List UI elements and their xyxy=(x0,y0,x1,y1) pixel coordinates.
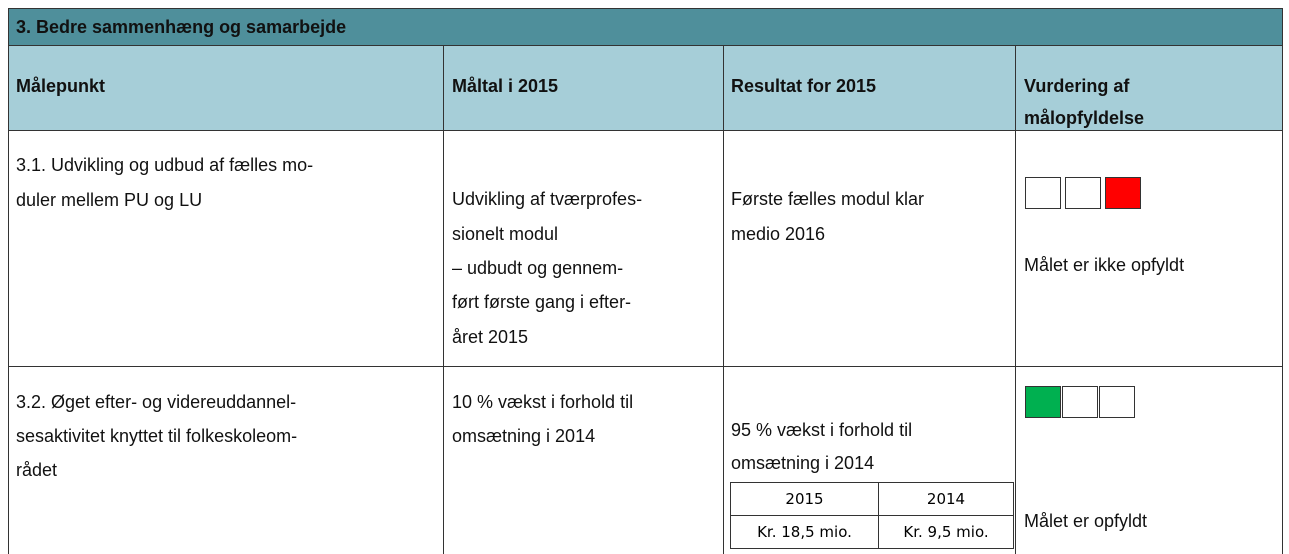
indicator-box xyxy=(1025,177,1061,209)
cell-line: sesaktivitet knyttet til folkeskoleom- xyxy=(16,426,298,446)
cell-line: Første fælles modul klar xyxy=(731,189,925,209)
sub-table-cell: Kr. 18,5 mio. xyxy=(730,515,879,549)
cell-line: 3.2. Øget efter- og videreuddannel- xyxy=(16,392,297,412)
cell-line: medio 2016 xyxy=(731,224,826,244)
cell-line: Målet er ikke opfyldt xyxy=(1024,255,1185,275)
indicator-box xyxy=(1062,386,1098,418)
cell-line: året 2015 xyxy=(452,327,529,347)
cell-line: – udbudt og gennem- xyxy=(452,258,624,278)
cell-line: Udvikling af tværprofes- xyxy=(452,189,643,209)
cell-line: rådet xyxy=(16,460,58,480)
indicator-box xyxy=(1105,177,1141,209)
column-divider xyxy=(443,46,444,554)
column-divider xyxy=(1015,46,1016,554)
title-bar xyxy=(8,8,1283,46)
header-cell: Måltal i 2015 xyxy=(452,76,559,96)
sub-table-cell: 2014 xyxy=(878,482,1014,516)
cell-line: Målet er opfyldt xyxy=(1024,511,1148,531)
header-cell: målopfyldelse xyxy=(1024,108,1145,128)
cell-line: duler mellem PU og LU xyxy=(16,190,203,210)
header-cell: Resultat for 2015 xyxy=(731,76,877,96)
table-body xyxy=(8,131,1283,554)
cell-line: 3.1. Udvikling og udbud af fælles mo- xyxy=(16,155,314,175)
header-row xyxy=(8,46,1283,131)
column-divider xyxy=(723,46,724,554)
indicator-box xyxy=(1025,386,1061,418)
cell-line: 10 % vækst i forhold til xyxy=(452,392,634,412)
header-cell: Målepunkt xyxy=(16,76,106,96)
cell-line: sionelt modul xyxy=(452,224,559,244)
cell-line: omsætning i 2014 xyxy=(731,453,875,473)
row-divider xyxy=(8,366,1283,367)
cell-line: 95 % vækst i forhold til xyxy=(731,420,913,440)
indicator-box xyxy=(1065,177,1101,209)
cell-line: ført første gang i efter- xyxy=(452,292,632,312)
sub-table-cell: Kr. 9,5 mio. xyxy=(878,515,1014,549)
sub-table-cell: 2015 xyxy=(730,482,879,516)
indicator-box xyxy=(1099,386,1135,418)
header-cell: Vurdering af xyxy=(1024,76,1130,96)
cell-line: omsætning i 2014 xyxy=(452,426,596,446)
title: 3. Bedre sammenhæng og samarbejde xyxy=(16,17,347,37)
